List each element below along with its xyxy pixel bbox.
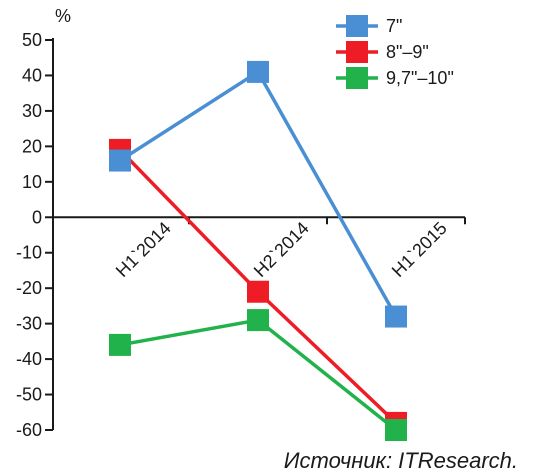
x-category-label: H1`2015 <box>388 218 451 281</box>
y-tick-label: 20 <box>22 136 42 156</box>
data-point-marker <box>247 60 269 83</box>
data-point-marker <box>109 333 131 356</box>
y-tick-label: -50 <box>16 385 42 405</box>
data-point-marker <box>247 309 269 332</box>
y-tick-label: -30 <box>16 314 42 334</box>
y-tick-label: 40 <box>22 65 42 85</box>
data-point-marker <box>247 280 269 303</box>
legend-marker <box>346 15 368 37</box>
legend-entry-label: 7" <box>386 16 402 36</box>
data-point-marker <box>385 305 407 328</box>
y-tick-label: 10 <box>22 172 42 192</box>
legend: 7" 8"–9" 9,7"–10" <box>336 15 454 89</box>
series-markers <box>109 60 407 441</box>
legend-entry-label: 9,7"–10" <box>386 68 454 88</box>
series-lines <box>118 70 398 432</box>
y-axis-ticks: 50 40 30 20 10 0 -10 -20 -30 -40 -50 -60 <box>16 30 53 440</box>
y-tick-label: -20 <box>16 278 42 298</box>
legend-marker <box>346 41 368 63</box>
y-tick-label: 50 <box>22 30 42 50</box>
source-note: Источник: ITResearch. <box>284 448 518 473</box>
y-axis-unit: % <box>55 6 71 26</box>
y-tick-label: 0 <box>32 207 42 227</box>
y-tick-label: -10 <box>16 243 42 263</box>
x-category-label: H2`2014 <box>250 218 313 281</box>
y-tick-label: -60 <box>16 420 42 440</box>
legend-entry-label: 8"–9" <box>386 42 429 62</box>
y-tick-label: -40 <box>16 349 42 369</box>
legend-marker <box>346 67 368 89</box>
data-point-marker <box>385 419 407 441</box>
data-point-marker <box>109 149 131 172</box>
series-line <box>119 318 398 432</box>
y-tick-label: 30 <box>22 101 42 121</box>
x-axis-categories: H1`2014 H2`2014 H1`2015 <box>112 218 451 281</box>
axes <box>52 38 466 430</box>
x-category-label: H1`2014 <box>112 218 175 281</box>
